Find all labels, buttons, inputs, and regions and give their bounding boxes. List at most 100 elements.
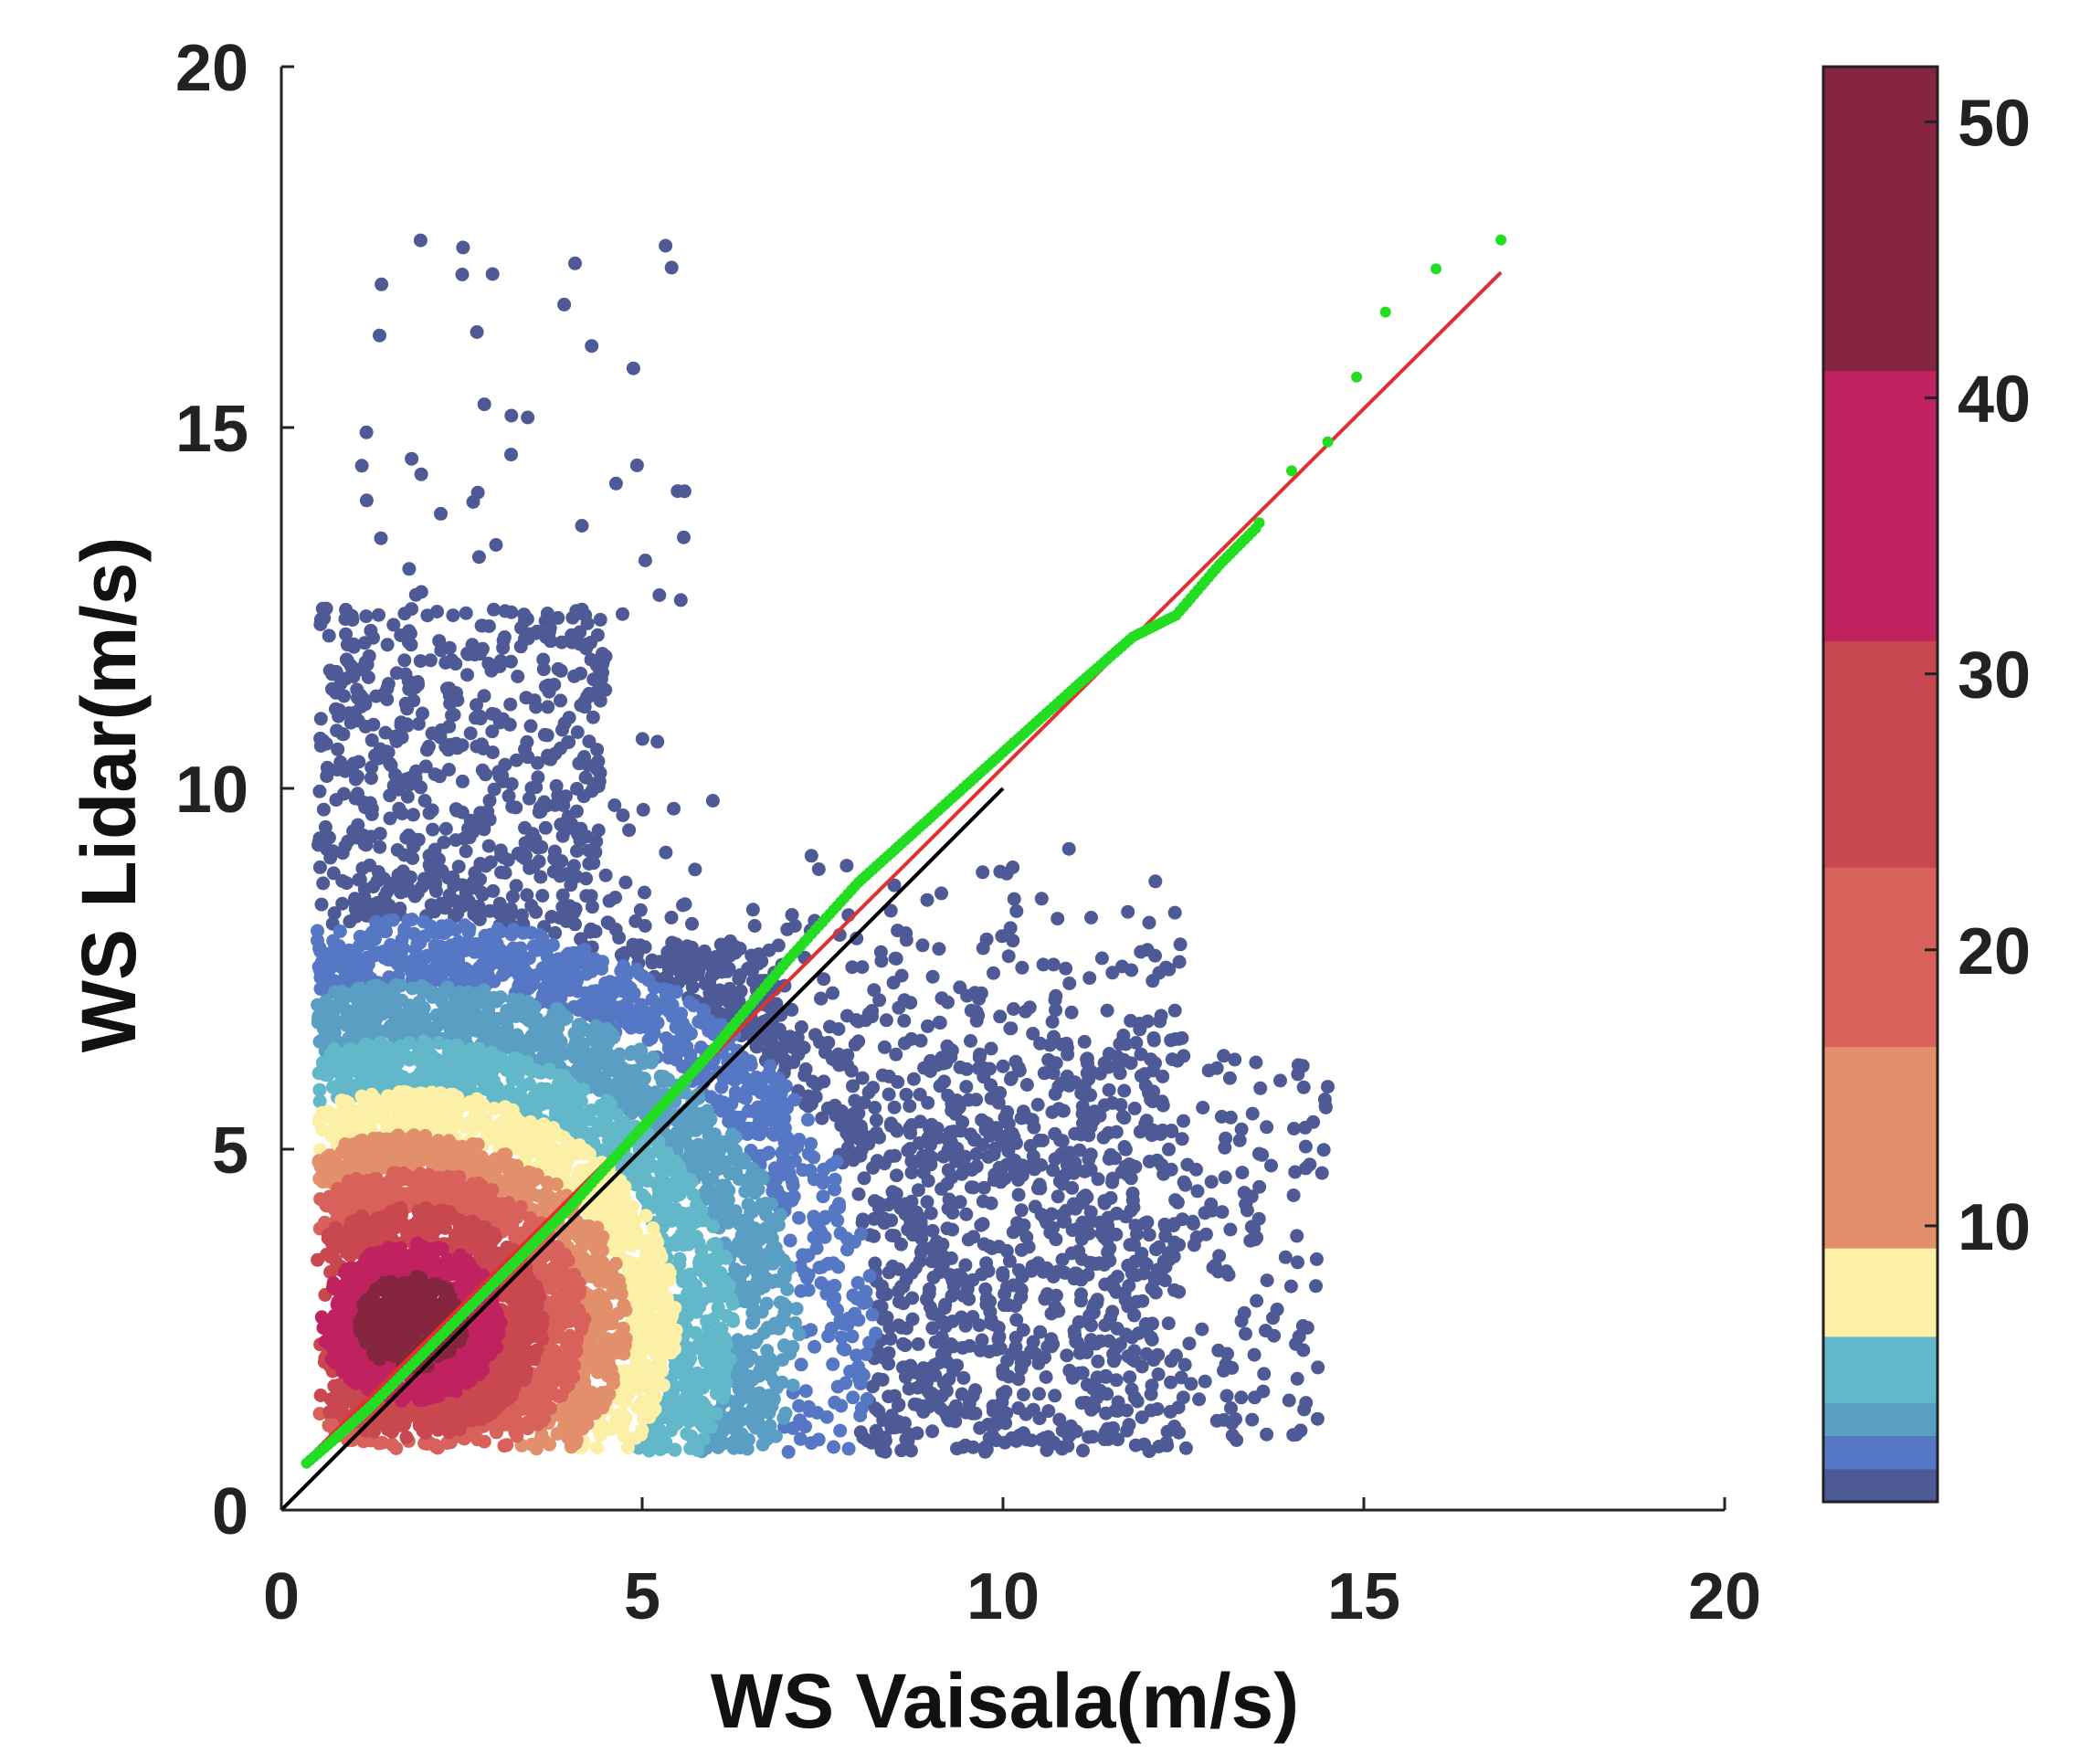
scatter-point [471, 550, 486, 565]
scatter-point [856, 1212, 871, 1227]
scatter-point [1264, 1158, 1278, 1173]
scatter-point [1138, 1116, 1153, 1131]
scatter-point [1000, 1354, 1015, 1368]
scatter-point [644, 1030, 659, 1045]
scatter-point [329, 664, 343, 679]
scatter-point [373, 742, 387, 756]
scatter-point [1075, 1366, 1090, 1380]
scatter-point [574, 666, 587, 681]
scatter-point [348, 791, 363, 806]
scatter-point [434, 723, 449, 737]
scatter-point [326, 844, 340, 859]
scatter-point [1283, 1279, 1298, 1294]
scatter-point [381, 677, 396, 691]
scatter-point [582, 857, 597, 871]
scatter-point [744, 1288, 759, 1303]
scatter-point [311, 838, 325, 852]
scatter-point [763, 1059, 777, 1073]
scatter-point [688, 1396, 702, 1410]
scatter-point [837, 1112, 851, 1126]
scatter-point [756, 1426, 771, 1441]
scatter-point [1219, 1389, 1234, 1403]
scatter-point [516, 1056, 531, 1070]
scatter-point [1114, 1165, 1129, 1179]
scatter-point [492, 769, 507, 784]
scatter-point [664, 260, 679, 275]
scatter-point [380, 692, 395, 707]
scatter-point [554, 1082, 569, 1096]
scatter-point [635, 732, 649, 746]
scatter-point [680, 1040, 694, 1054]
scatter-point [1053, 1133, 1068, 1147]
scatter-point [1140, 1215, 1155, 1230]
scatter-point [520, 995, 534, 1009]
scatter-point [1192, 1392, 1207, 1407]
scatter-point [766, 1374, 781, 1389]
scatter-point [732, 1395, 745, 1410]
scatter-point [1127, 1307, 1142, 1322]
scatter-point [375, 1007, 390, 1021]
scatter-point [1082, 1072, 1096, 1086]
scatter-point [1309, 1252, 1324, 1266]
scatter-point [992, 1160, 1007, 1175]
scatter-point [335, 759, 350, 774]
scatter-point [989, 1121, 1004, 1136]
scatter-point [771, 938, 786, 953]
scatter-point [911, 1336, 925, 1351]
scatter-point [1069, 1424, 1083, 1439]
scatter-point [848, 1037, 862, 1051]
scatter-point [1016, 1426, 1030, 1441]
scatter-point [1011, 1188, 1026, 1202]
scatter-point [1291, 1255, 1304, 1270]
scatter-point [808, 1339, 822, 1354]
scatter-point [588, 845, 603, 860]
scatter-point [1073, 1294, 1088, 1308]
scatter-point [637, 1072, 651, 1086]
scatter-point [365, 994, 380, 1008]
scatter-point [494, 1051, 509, 1066]
scatter-point [830, 1213, 845, 1228]
scatter-point [1296, 1080, 1311, 1094]
scatter-point [422, 849, 437, 863]
scatter-point [1060, 1348, 1074, 1363]
scatter-point [423, 653, 438, 668]
scatter-point [1170, 1195, 1185, 1209]
scatter-point [716, 1095, 731, 1110]
scatter-point [520, 888, 534, 903]
scatter-point [1228, 1052, 1242, 1067]
scatter-point [976, 1194, 990, 1209]
scatter-point [815, 1111, 829, 1125]
scatter-point [1103, 1190, 1118, 1205]
scatter-point [934, 1182, 949, 1196]
scatter-point [506, 941, 521, 956]
scatter-point [760, 1252, 775, 1267]
scatter-point [783, 1030, 797, 1044]
scatter-point [956, 1163, 971, 1178]
scatter-point [554, 693, 567, 708]
scatter-point [351, 818, 365, 832]
scatter-point [1049, 1003, 1062, 1018]
scatter-point [1008, 1159, 1022, 1174]
scatter-point [794, 1019, 808, 1034]
scatter-point [332, 939, 346, 953]
scatter-point [312, 860, 327, 874]
scatter-point [811, 1432, 826, 1447]
scatter-point [705, 794, 720, 808]
scatter-point [447, 708, 461, 722]
scatter-point [681, 1303, 695, 1317]
scatter-point [1004, 1021, 1019, 1036]
scatter-point [1177, 1049, 1191, 1063]
scatter-point [1151, 1367, 1166, 1381]
scatter-point [1184, 1377, 1198, 1391]
scatter-point [373, 328, 386, 343]
scatter-point [1103, 1311, 1117, 1326]
scatter-point [422, 1038, 437, 1052]
scatter-point [625, 1045, 639, 1060]
scatter-point [1142, 1444, 1156, 1459]
scatter-point [638, 1167, 651, 1182]
scatter-point [432, 769, 447, 784]
scatter-point [831, 1050, 845, 1064]
scatter-point [1146, 1033, 1161, 1048]
scatter-point [414, 467, 428, 481]
scatter-point [1161, 1316, 1176, 1331]
